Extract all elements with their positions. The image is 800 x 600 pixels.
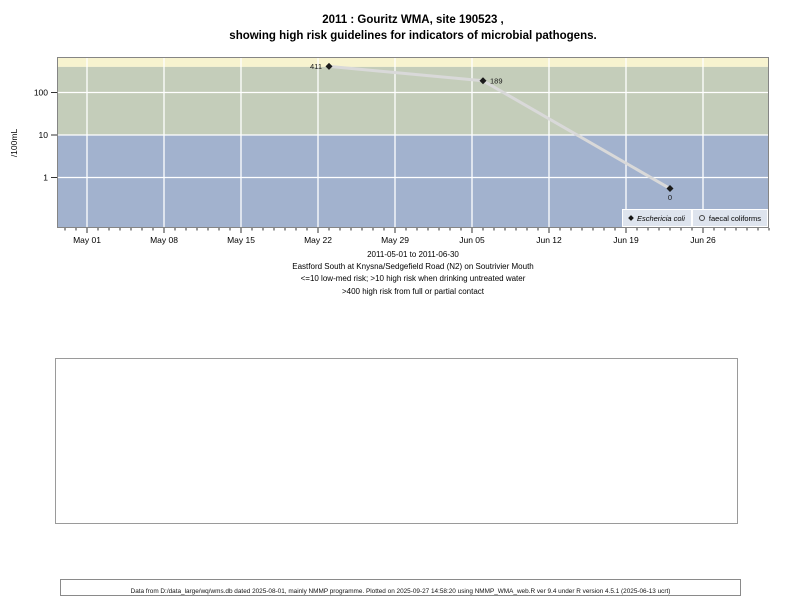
caption-risk-guideline-drinking: <=10 low-med risk; >10 high risk when dr…: [300, 274, 526, 284]
svg-text:10: 10: [39, 130, 49, 140]
svg-text:0: 0: [668, 193, 672, 202]
svg-text:May 01: May 01: [73, 235, 101, 245]
y-axis-label: /100mL: [9, 128, 20, 157]
legend-label-eschericia-coli: Eschericia coli: [636, 213, 685, 223]
svg-text:May 29: May 29: [381, 235, 409, 245]
svg-text:May 22: May 22: [304, 235, 332, 245]
legend-label-faecal-coliforms: faecal coliforms: [708, 213, 761, 223]
chart-title-line1: 2011 : Gouritz WMA, site 190523 ,: [322, 14, 504, 26]
svg-text:Jun 19: Jun 19: [613, 235, 639, 245]
svg-text:100: 100: [34, 88, 48, 98]
caption-date-range: 2011-05-01 to 2011-06-30: [367, 250, 459, 259]
diamond-filled-icon: [628, 215, 634, 221]
y-axis-label-wrap: /100mL: [6, 57, 22, 228]
svg-text:Jun 12: Jun 12: [536, 235, 562, 245]
chart-title-line2: showing high risk guidelines for indicat…: [229, 30, 597, 42]
empty-panel: [55, 358, 738, 524]
footer-note: Data from D:/data_large/wq/wms.db dated …: [130, 588, 671, 595]
svg-text:1: 1: [43, 173, 48, 183]
legend-item-faecal-coliforms: faecal coliforms: [691, 209, 768, 227]
svg-text:Jun 05: Jun 05: [459, 235, 485, 245]
svg-text:411: 411: [310, 62, 322, 71]
caption-risk-guideline-contact: >400 high risk from full or partial cont…: [341, 286, 485, 296]
svg-text:189: 189: [490, 77, 503, 86]
caption-site-description: Eastford South at Knysna/Sedgefield Road…: [292, 262, 534, 272]
footer-note-box: Data from D:/data_large/wq/wms.db dated …: [60, 579, 741, 596]
svg-text:Jun 26: Jun 26: [690, 235, 716, 245]
chart-title: 2011 : Gouritz WMA, site 190523 , showin…: [57, 12, 769, 44]
svg-text:May 15: May 15: [227, 235, 255, 245]
legend-item-eschericia-coli: Eschericia coli: [621, 209, 692, 227]
circle-open-icon: [698, 215, 705, 221]
svg-text:May 08: May 08: [150, 235, 178, 245]
caption: 2011-05-01 to 2011-06-30 Eastford South …: [57, 249, 769, 298]
plot-area: May 01 May 08 May 15 May 22 May 29 Jun 05 Jun …: [34, 57, 770, 245]
chart-canvas: May 01 May 08 May 15 May 22 May 29 Jun 05 Jun …: [34, 57, 770, 245]
legend: Eschericia coli faecal coliforms: [621, 209, 768, 227]
